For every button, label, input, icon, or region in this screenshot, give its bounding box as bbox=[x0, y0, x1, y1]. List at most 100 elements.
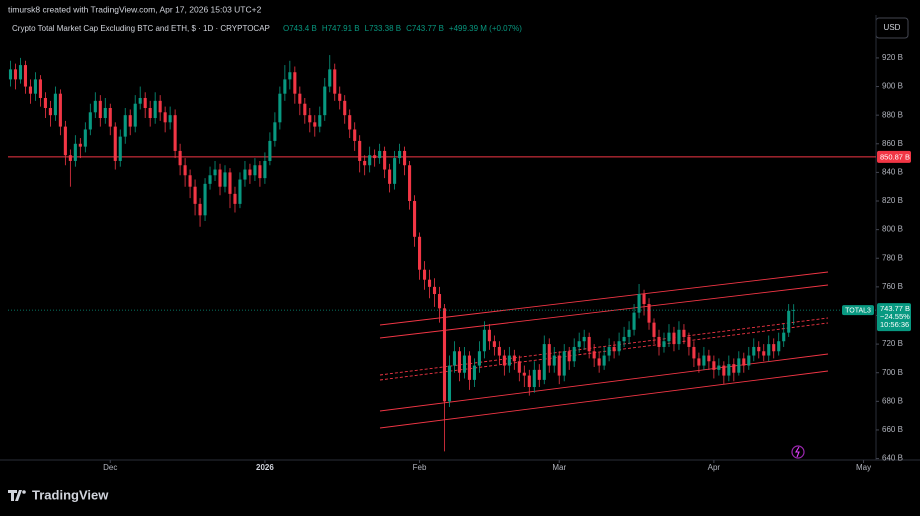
candle-body bbox=[702, 355, 706, 366]
candle-body bbox=[238, 179, 242, 204]
candle-body bbox=[547, 344, 551, 366]
candle-body bbox=[328, 69, 332, 87]
candle-body bbox=[447, 365, 452, 402]
candle-body bbox=[28, 86, 32, 94]
candle-body bbox=[148, 108, 152, 119]
candle-body bbox=[63, 126, 67, 156]
candle-body bbox=[442, 308, 447, 402]
candle-body bbox=[338, 93, 342, 101]
candle-body bbox=[637, 294, 641, 313]
candle-body bbox=[68, 155, 72, 161]
candle-body bbox=[358, 140, 362, 161]
brand-logo bbox=[8, 490, 22, 501]
candle-body bbox=[722, 365, 726, 376]
candle-body bbox=[413, 201, 417, 237]
candle-body bbox=[532, 369, 536, 388]
candle-body bbox=[617, 341, 621, 352]
candle-body bbox=[113, 126, 117, 161]
y-tick-label: 880 B bbox=[882, 110, 903, 119]
ohlc-label: +499.39 M (+0.07%) bbox=[449, 24, 522, 33]
replay-icon-bolt[interactable] bbox=[795, 446, 800, 458]
candle-body bbox=[383, 150, 387, 170]
candle-body bbox=[23, 65, 28, 87]
ohlc-label: C743.77 B bbox=[406, 24, 444, 33]
y-tick-label: 760 B bbox=[882, 282, 903, 291]
candle-body bbox=[208, 175, 212, 184]
candle-body bbox=[343, 100, 347, 116]
candle-body bbox=[672, 332, 676, 345]
candle-body bbox=[378, 150, 382, 159]
candle-body bbox=[363, 160, 367, 166]
candle-body bbox=[158, 100, 162, 113]
candle-body bbox=[562, 351, 566, 376]
candle-body bbox=[717, 365, 721, 370]
currency[interactable]: USD bbox=[884, 23, 901, 32]
candle-body bbox=[552, 355, 556, 366]
candle-body bbox=[403, 150, 407, 166]
candle-body bbox=[263, 160, 267, 179]
candle-body bbox=[138, 97, 142, 104]
candle-body bbox=[742, 358, 746, 366]
candle-body bbox=[757, 346, 761, 352]
y-tick-label: 780 B bbox=[882, 253, 903, 262]
replay-icon[interactable] bbox=[791, 445, 805, 459]
candle-body bbox=[777, 341, 781, 352]
y-tick-label: 660 B bbox=[882, 425, 903, 434]
y-tick-label: 800 B bbox=[882, 225, 903, 234]
candle-body bbox=[98, 100, 102, 119]
candle-body bbox=[522, 372, 526, 376]
candle-body bbox=[537, 369, 541, 380]
x-tick-label: Dec bbox=[103, 463, 117, 472]
candle-body bbox=[258, 165, 262, 179]
candle-body bbox=[512, 355, 516, 362]
candle-body bbox=[333, 69, 337, 94]
x-tick-label: 2026 bbox=[256, 463, 274, 472]
ohlc-label: H747.91 B bbox=[322, 24, 360, 33]
candle-body bbox=[517, 361, 521, 373]
candle-body bbox=[168, 115, 172, 123]
candle-body bbox=[133, 103, 137, 127]
candle-body bbox=[188, 175, 192, 187]
candle-body bbox=[467, 355, 471, 380]
candle-body bbox=[163, 112, 167, 123]
candle-body bbox=[193, 186, 197, 204]
y-tick-label: 840 B bbox=[882, 168, 903, 177]
price-tag-name: TOTAL3 bbox=[845, 307, 871, 314]
candle-body bbox=[577, 341, 581, 347]
y-tick-label: 860 B bbox=[882, 139, 903, 148]
candle-body bbox=[607, 346, 611, 356]
candle-body bbox=[587, 336, 591, 352]
candle-body bbox=[597, 358, 601, 366]
candle-body bbox=[747, 355, 751, 366]
candle-body bbox=[632, 312, 636, 330]
candle-body bbox=[173, 115, 177, 151]
candle-body bbox=[647, 304, 651, 323]
y-tick-label: 820 B bbox=[882, 196, 903, 205]
candle-body bbox=[178, 150, 182, 166]
candle-body bbox=[53, 93, 57, 116]
candle-body bbox=[437, 294, 442, 309]
y-tick-label: 920 B bbox=[882, 53, 903, 62]
x-tick-label: Mar bbox=[552, 463, 566, 472]
candle-body bbox=[73, 143, 77, 161]
candle-body bbox=[422, 269, 427, 280]
candle-body bbox=[408, 165, 412, 202]
y-tick-label: 700 B bbox=[882, 368, 903, 377]
candle-body bbox=[218, 169, 222, 187]
candle-body bbox=[253, 165, 257, 176]
price-tag-box bbox=[877, 303, 911, 332]
candle-body bbox=[787, 310, 791, 333]
candle-body bbox=[288, 72, 292, 80]
channel-line bbox=[379, 370, 829, 429]
candle-body bbox=[452, 351, 457, 366]
candle-body bbox=[462, 355, 466, 373]
candle-body bbox=[427, 279, 432, 287]
x-tick-label: Feb bbox=[413, 463, 427, 472]
candle-body bbox=[527, 375, 531, 388]
candle-body bbox=[233, 193, 237, 204]
candle-body bbox=[772, 344, 776, 352]
ohlc-label: O743.4 B bbox=[283, 24, 317, 33]
channel-line bbox=[379, 271, 829, 326]
candle-body bbox=[353, 129, 357, 141]
